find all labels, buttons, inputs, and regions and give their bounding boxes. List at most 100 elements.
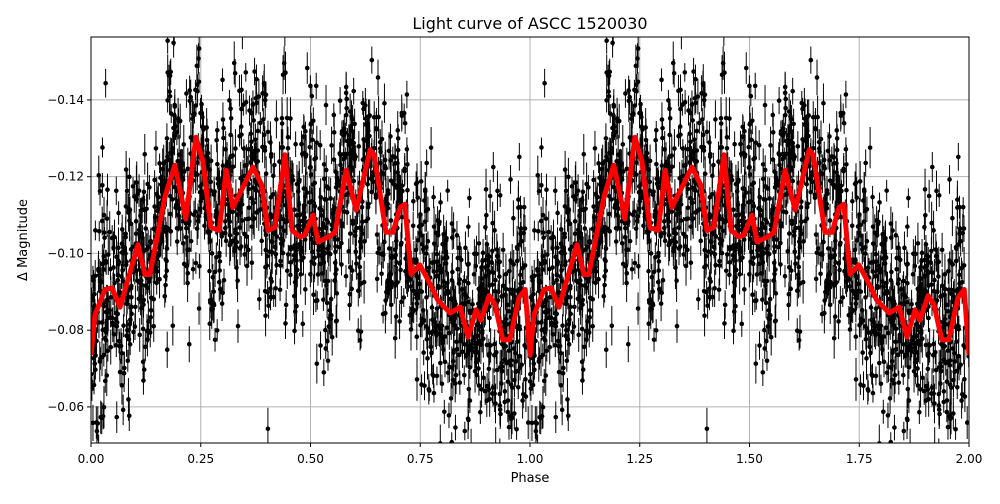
data-point: [221, 136, 226, 141]
data-point: [854, 334, 859, 339]
data-point: [720, 238, 725, 243]
data-point: [278, 225, 283, 230]
data-point: [821, 240, 826, 245]
data-point: [162, 294, 167, 299]
data-point: [771, 130, 776, 135]
data-point: [312, 157, 317, 162]
data-point: [686, 108, 691, 113]
data-point: [610, 323, 615, 328]
data-point: [263, 313, 268, 318]
data-point: [844, 92, 849, 97]
data-point: [253, 148, 258, 153]
data-point: [604, 38, 609, 43]
data-point: [672, 71, 677, 76]
data-point: [604, 136, 609, 141]
data-point: [760, 297, 765, 302]
data-point: [430, 305, 435, 310]
data-point: [582, 345, 587, 350]
data-point: [804, 182, 809, 187]
data-point: [374, 127, 379, 132]
data-point: [195, 64, 200, 69]
data-point: [133, 305, 138, 310]
data-point: [882, 360, 887, 365]
data-point: [302, 186, 307, 191]
data-point: [636, 264, 641, 269]
data-point: [100, 145, 105, 150]
data-point: [717, 225, 722, 230]
data-point: [796, 144, 801, 149]
data-point: [654, 328, 659, 333]
data-point: [702, 313, 707, 318]
data-point: [889, 270, 894, 275]
data-point: [419, 382, 424, 387]
data-point: [934, 254, 939, 259]
data-point: [227, 98, 232, 103]
data-point: [854, 195, 859, 200]
data-point: [566, 218, 571, 223]
data-point: [737, 272, 742, 277]
data-point: [789, 268, 794, 273]
data-point: [700, 117, 705, 122]
data-point: [870, 195, 875, 200]
data-point: [937, 193, 942, 198]
data-point: [268, 140, 273, 145]
data-point: [821, 101, 826, 106]
data-point: [926, 351, 931, 356]
data-point: [428, 345, 433, 350]
data-point: [366, 114, 371, 119]
data-point: [328, 196, 333, 201]
data-point: [278, 287, 283, 292]
data-point: [442, 409, 447, 414]
data-point: [477, 241, 482, 246]
data-point: [332, 130, 337, 135]
data-point: [830, 154, 835, 159]
data-point: [864, 337, 869, 342]
data-point: [926, 367, 931, 372]
data-point: [127, 175, 132, 180]
data-point: [501, 248, 506, 253]
data-point: [365, 182, 370, 187]
data-point: [717, 287, 722, 292]
data-point: [411, 223, 416, 228]
data-point: [555, 211, 560, 216]
data-point: [638, 102, 643, 107]
data-point: [741, 186, 746, 191]
data-point: [840, 295, 845, 300]
data-point: [620, 241, 625, 246]
data-point: [310, 94, 315, 99]
data-point: [370, 58, 375, 63]
data-point: [667, 133, 672, 138]
data-point: [704, 263, 709, 268]
data-point: [249, 139, 254, 144]
data-point: [799, 101, 804, 106]
data-point: [121, 245, 126, 250]
data-point: [931, 391, 936, 396]
data-point: [265, 263, 270, 268]
data-point: [511, 216, 516, 221]
data-point: [126, 210, 131, 215]
data-point: [357, 144, 362, 149]
data-point: [383, 166, 388, 171]
data-point: [859, 233, 864, 238]
data-point: [946, 425, 951, 430]
data-point: [322, 370, 327, 375]
data-point: [415, 195, 420, 200]
data-point: [675, 324, 680, 329]
data-point: [954, 339, 959, 344]
data-point: [624, 281, 629, 286]
data-point: [220, 78, 225, 83]
data-point: [171, 323, 176, 328]
data-point: [668, 116, 673, 121]
data-point: [438, 361, 443, 366]
data-point: [173, 185, 178, 190]
data-point: [947, 177, 952, 182]
data-point: [134, 231, 139, 236]
data-point: [556, 344, 561, 349]
data-point: [215, 162, 220, 167]
data-point: [147, 279, 152, 284]
data-point: [753, 84, 758, 89]
data-point: [523, 377, 528, 382]
data-point: [761, 370, 766, 375]
data-point: [724, 268, 729, 273]
